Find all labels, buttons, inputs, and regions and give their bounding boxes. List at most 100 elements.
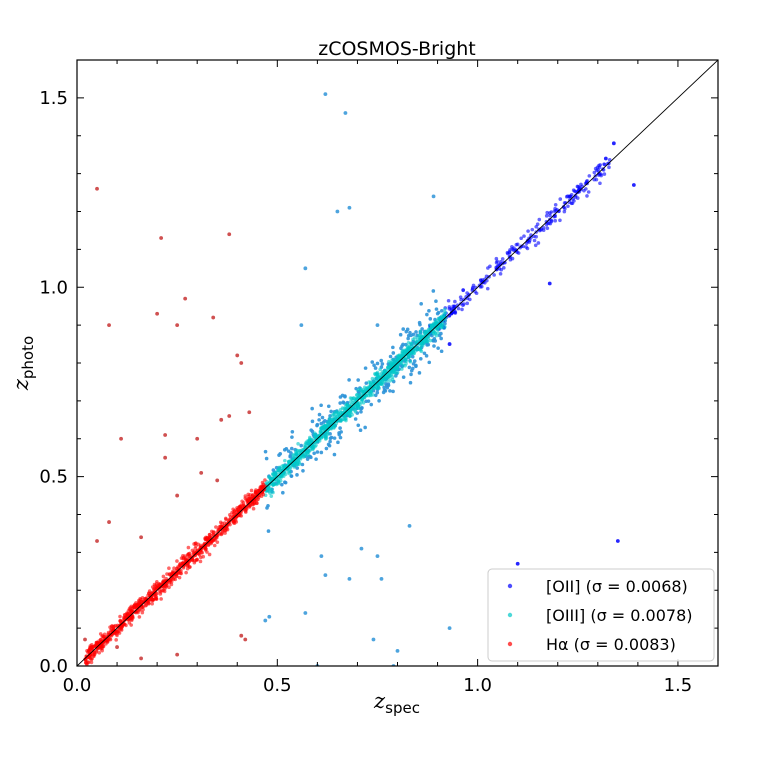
scatter-point <box>385 374 390 379</box>
y-tick-label: 1.0 <box>39 277 68 298</box>
scatter-point <box>427 360 432 365</box>
scatter-point <box>278 466 283 471</box>
scatter-point <box>607 157 612 162</box>
scatter-point <box>596 168 601 172</box>
scatter-point <box>98 637 103 642</box>
scatter-point <box>89 660 94 665</box>
scatter-point <box>335 209 340 214</box>
scatter-point <box>167 585 171 589</box>
scatter-point <box>415 337 420 341</box>
scatter-point <box>460 307 464 312</box>
scatter-point <box>369 386 374 391</box>
scatter-point <box>462 297 466 302</box>
scatter-point <box>169 582 174 587</box>
scatter-point <box>282 447 287 452</box>
scatter-point <box>607 165 611 170</box>
scatter-point <box>400 367 404 371</box>
scatter-point <box>252 501 257 506</box>
scatter-point <box>547 221 551 226</box>
scatter-point <box>465 301 470 306</box>
scatter-point <box>362 395 367 400</box>
scatter-point <box>530 227 535 232</box>
scatter-point <box>395 648 400 653</box>
scatter-point <box>343 111 348 115</box>
scatter-point <box>375 390 380 395</box>
scatter-point <box>573 193 578 198</box>
scatter-point <box>434 307 439 311</box>
scatter-point <box>447 342 452 346</box>
scatter-point <box>379 358 384 363</box>
scatter-point <box>514 247 518 252</box>
scatter-point <box>358 402 362 407</box>
scatter-point <box>295 448 299 453</box>
scatter-point <box>603 156 608 161</box>
scatter-point <box>343 394 347 399</box>
scatter-point <box>412 351 417 356</box>
scatter-point <box>433 339 438 343</box>
scatter-point <box>175 574 179 579</box>
scatter-point <box>282 465 286 470</box>
scatter-point <box>239 361 244 365</box>
legend-marker <box>507 612 513 618</box>
scatter-point <box>548 213 552 218</box>
scatter-point <box>584 187 588 191</box>
scatter-point <box>163 433 168 437</box>
scatter-point <box>408 359 413 364</box>
scatter-point <box>370 376 375 381</box>
scatter-point <box>119 436 123 441</box>
scatter-point <box>329 420 334 425</box>
scatter-point <box>250 493 255 497</box>
scatter-point <box>439 308 444 313</box>
scatter-point <box>151 591 155 596</box>
scatter-point <box>433 332 437 336</box>
scatter-point <box>594 177 599 182</box>
scatter-point <box>269 494 274 498</box>
scatter-point <box>264 456 269 461</box>
scatter-point <box>296 459 301 464</box>
scatter-point <box>418 348 423 352</box>
scatter-point <box>435 320 440 325</box>
scatter-point <box>417 371 422 375</box>
scatter-point <box>401 375 406 379</box>
scatter-point <box>498 272 503 276</box>
scatter-point <box>602 172 607 176</box>
scatter-point <box>241 500 246 505</box>
scatter-point <box>545 210 550 215</box>
scatter-point <box>389 364 393 369</box>
scatter-point <box>255 501 259 506</box>
scatter-point <box>429 326 433 330</box>
scatter-point <box>276 468 280 473</box>
scatter-point <box>291 453 296 458</box>
scatter-point <box>266 503 270 508</box>
scatter-point <box>332 436 337 440</box>
scatter-point <box>110 629 115 634</box>
scatter-point <box>104 642 108 646</box>
scatter-point <box>219 417 224 422</box>
scatter-point <box>522 234 526 238</box>
scatter-point <box>566 204 570 209</box>
scatter-point <box>95 186 99 191</box>
scatter-point <box>220 521 224 526</box>
scatter-point <box>631 183 636 187</box>
scatter-point <box>248 493 252 497</box>
scatter-point <box>371 637 376 642</box>
scatter-point <box>534 225 539 229</box>
scatter-point <box>263 478 267 482</box>
scatter-point <box>439 322 444 327</box>
scatter-point <box>532 238 537 243</box>
scatter-point <box>338 407 343 412</box>
scatter-point <box>131 615 135 620</box>
scatter-point <box>388 389 392 393</box>
scatter-point <box>203 548 208 552</box>
scatter-point <box>156 584 161 589</box>
scatter-point <box>373 366 378 370</box>
scatter-point <box>558 218 562 223</box>
scatter-point <box>283 480 287 484</box>
scatter-point <box>235 353 240 358</box>
scatter-point <box>318 430 323 435</box>
scatter-point <box>263 449 268 454</box>
scatter-point <box>420 336 425 341</box>
scatter-point <box>373 393 378 398</box>
scatter-point <box>455 303 460 308</box>
scatter-point <box>179 571 183 576</box>
